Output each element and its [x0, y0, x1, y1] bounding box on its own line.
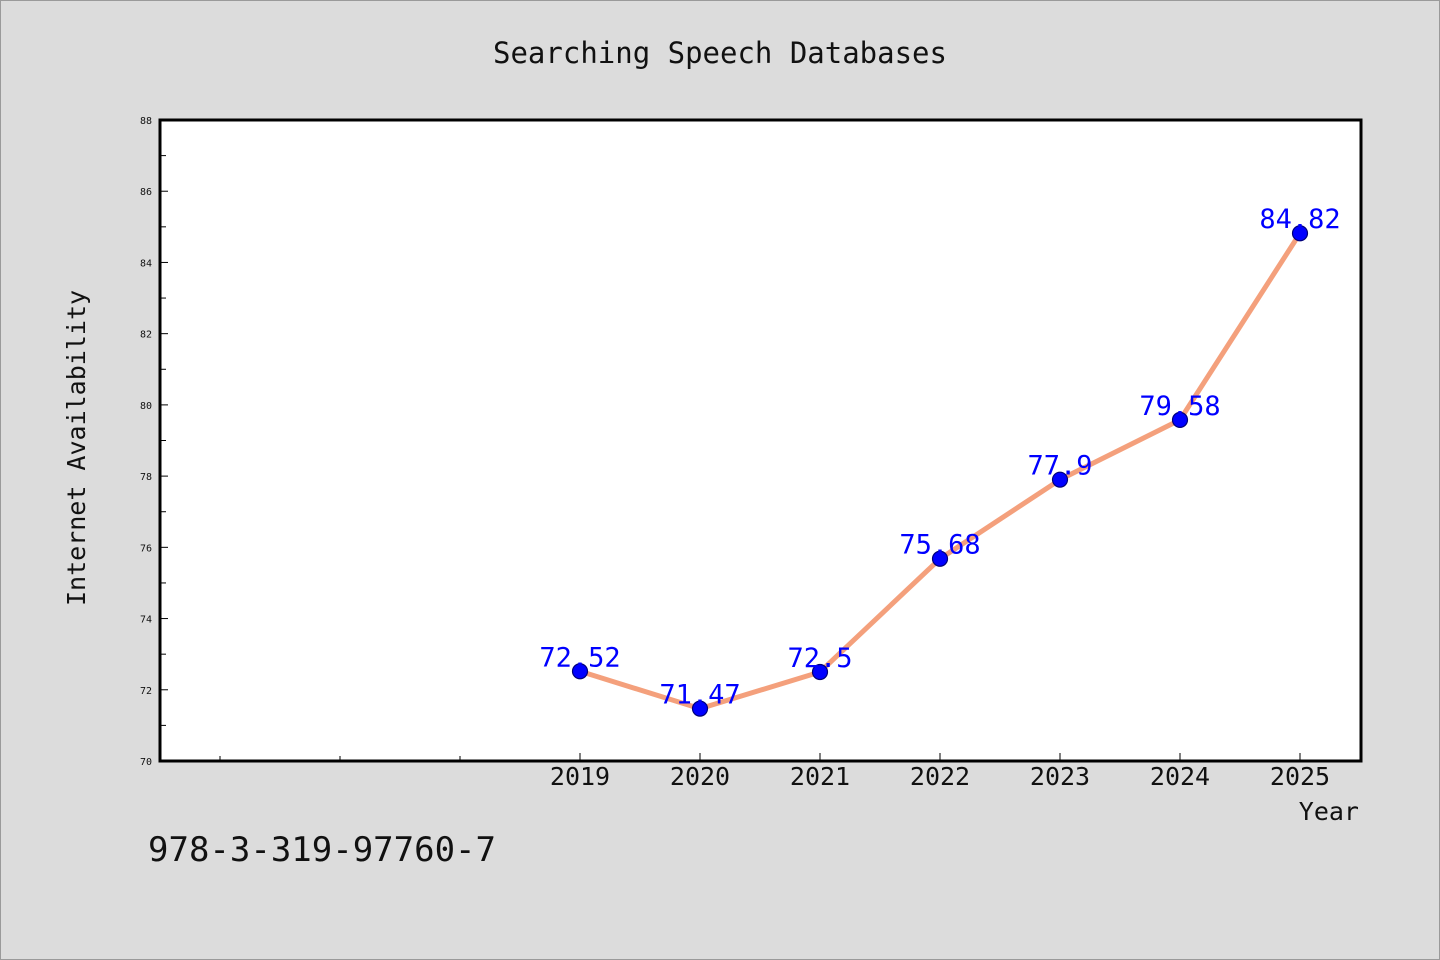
data-point — [931, 550, 949, 567]
data-label: 79.58 — [1139, 391, 1220, 422]
plot-border — [158, 118, 1363, 763]
x-tick-label: 2023 — [1030, 762, 1090, 791]
y-tick-label: 82 — [140, 330, 152, 341]
x-tick-labels: 2019 2020 2021 2022 2023 2024 2025 — [550, 762, 1330, 791]
y-tick-label: 80 — [140, 401, 152, 412]
y-tick-label: 84 — [140, 258, 152, 269]
y-axis-label: Internet Availability — [62, 290, 91, 606]
y-tick-label: 88 — [140, 116, 152, 127]
data-point — [1171, 411, 1189, 428]
data-label: 77.9 — [1027, 451, 1092, 482]
x-axis-label: Year — [1299, 797, 1359, 826]
data-point — [571, 663, 589, 680]
data-label: 72.5 — [787, 643, 852, 674]
data-point — [811, 663, 829, 681]
y-tick-label: 72 — [140, 686, 152, 697]
x-tick-label: 2024 — [1150, 762, 1210, 791]
isbn-annotation: 978-3-319-97760-7 — [148, 830, 496, 870]
data-label: 71.47 — [659, 680, 740, 711]
data-point — [1291, 225, 1309, 242]
data-labels: 72.52 71.47 72.5 75.68 77.9 79.58 84.82 — [539, 204, 1340, 710]
data-point — [1051, 471, 1069, 488]
chart-title: Searching Speech Databases — [493, 36, 947, 70]
x-tick-label: 2025 — [1270, 762, 1330, 791]
plot-area — [160, 120, 1361, 761]
y-tick-labels: 70 72 74 76 78 80 82 84 86 88 — [140, 116, 152, 768]
x-tick-label: 2022 — [910, 762, 970, 791]
series-markers — [571, 225, 1309, 717]
y-tick-label: 74 — [140, 615, 152, 626]
data-label: 72.52 — [539, 642, 620, 673]
y-tick-label: 70 — [140, 757, 152, 768]
x-tick-label: 2020 — [670, 762, 730, 791]
y-tick-label: 78 — [140, 472, 152, 483]
x-tick-label: 2021 — [790, 762, 850, 791]
data-label: 75.68 — [899, 530, 980, 561]
data-label: 84.82 — [1259, 204, 1340, 235]
y-tick-label: 86 — [140, 187, 152, 198]
x-tick-label: 2019 — [550, 762, 610, 791]
y-tick-label: 76 — [140, 543, 152, 554]
data-point — [691, 700, 709, 717]
